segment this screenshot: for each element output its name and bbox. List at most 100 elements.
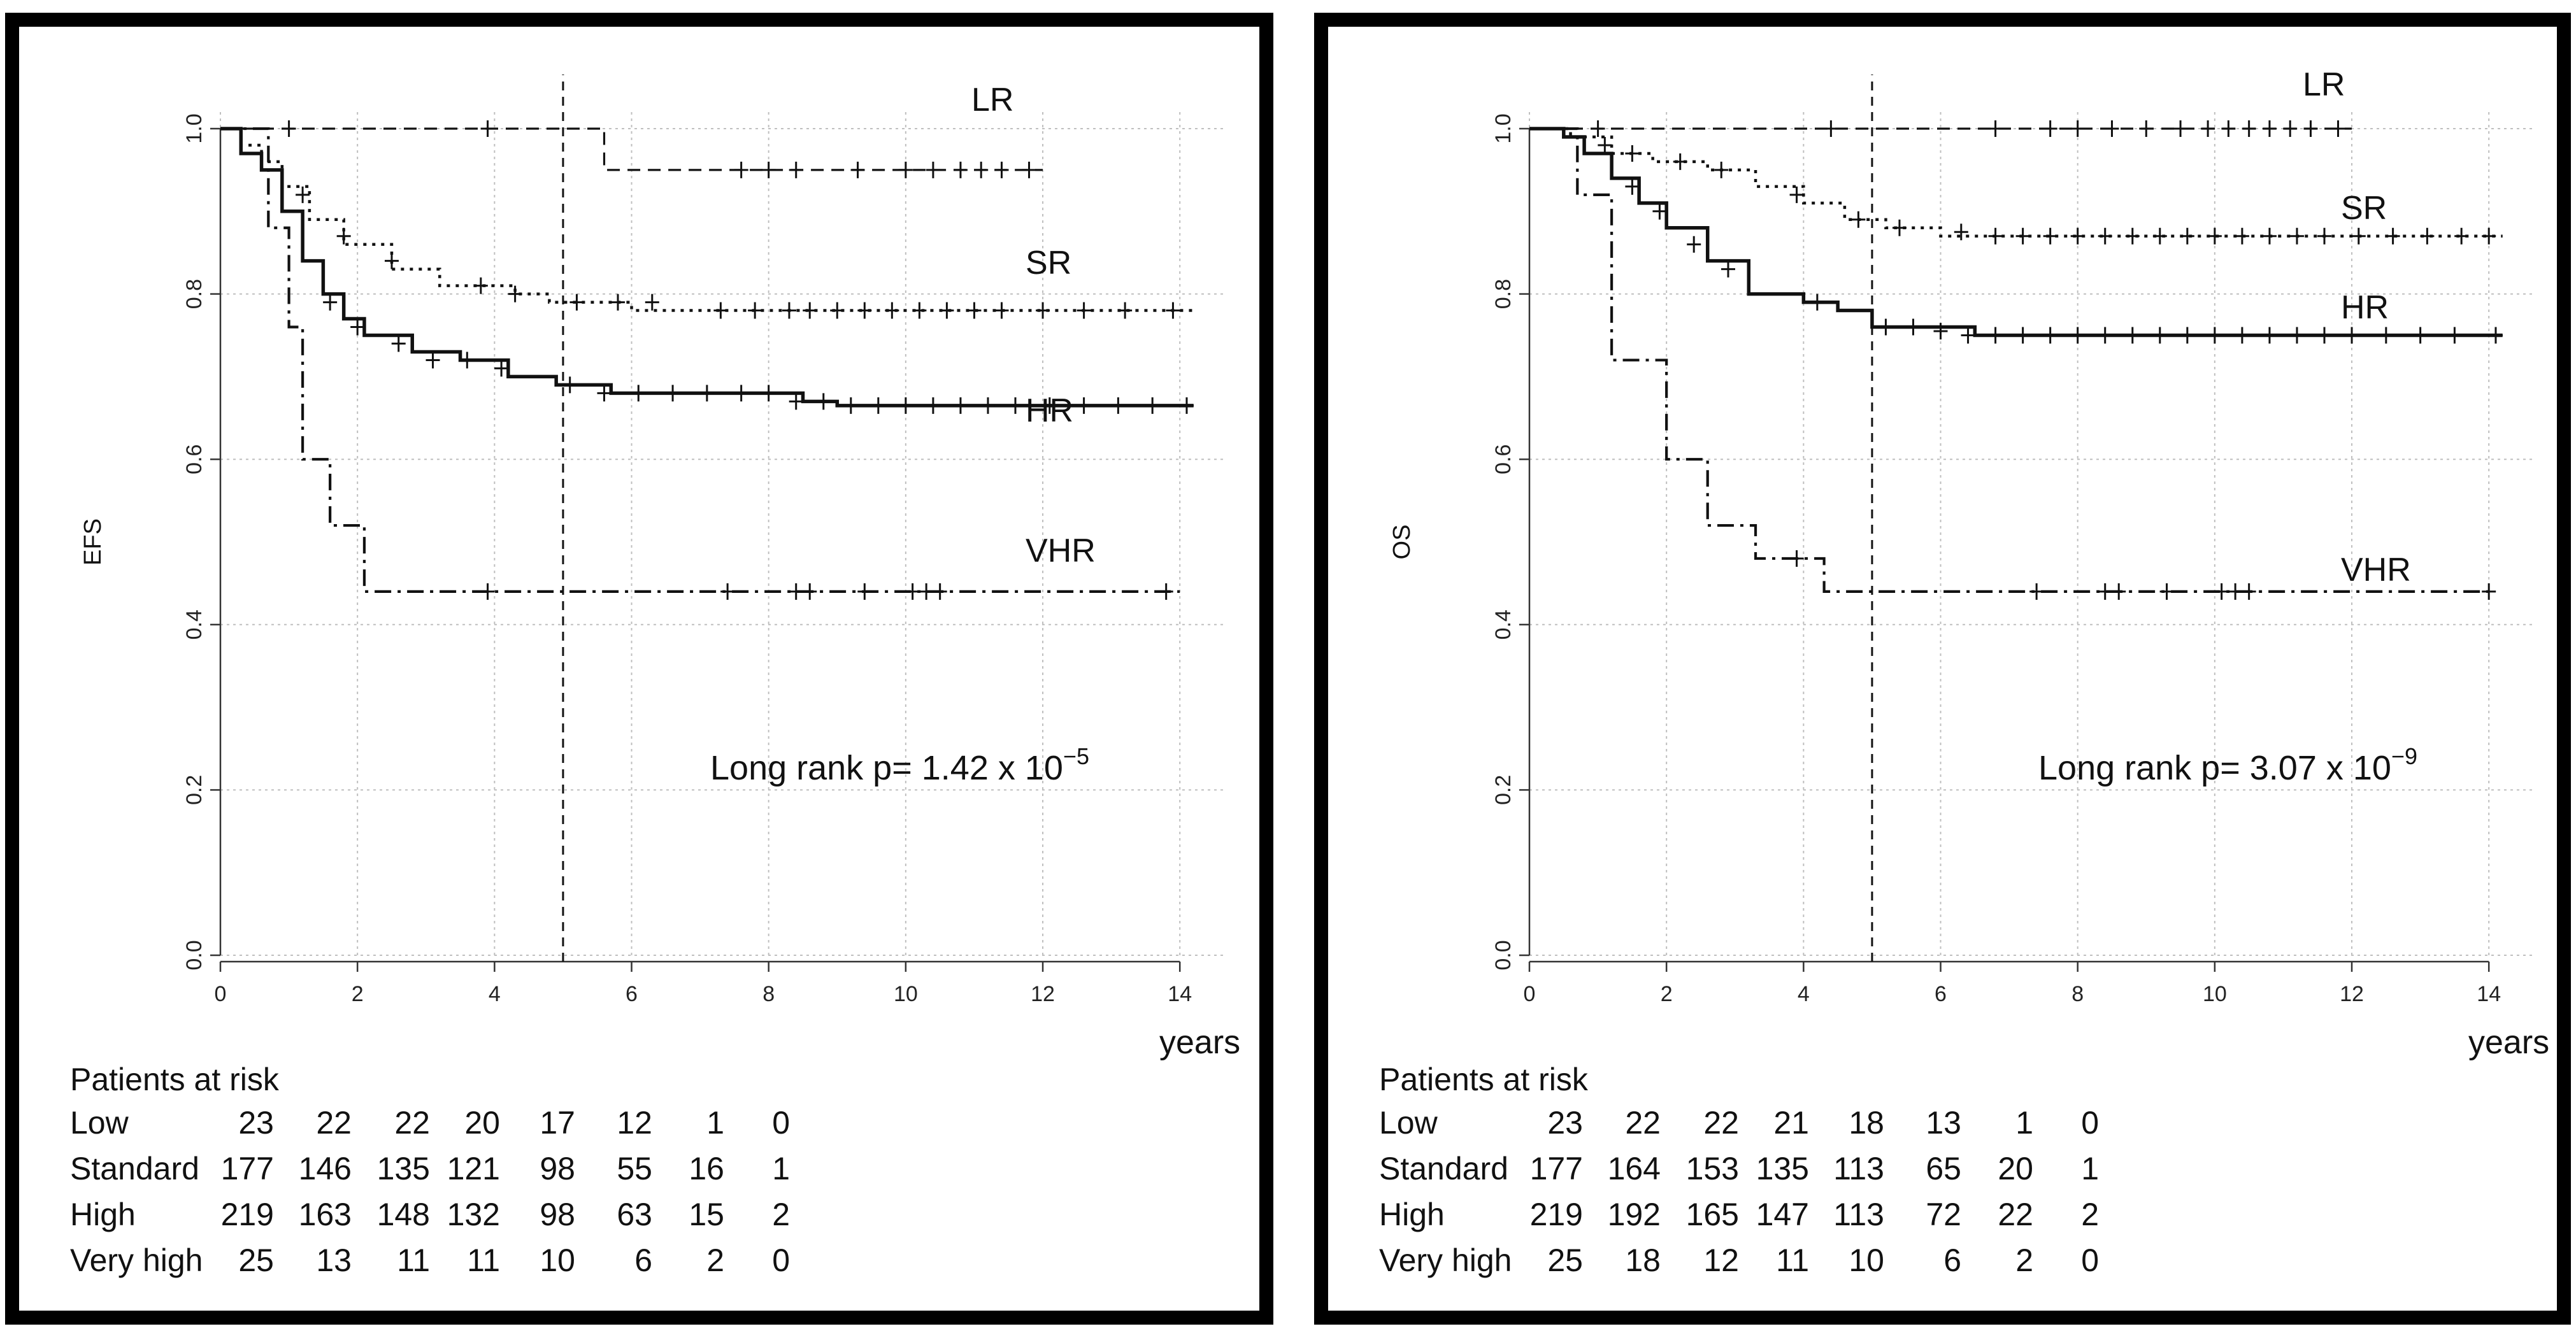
censor-mark-vhr [857,583,872,600]
survival-curve-vhr [1529,127,2489,593]
x-tick-label: 14 [1168,982,1192,1006]
risk-cell: 10 [1849,1242,1884,1278]
risk-cell: 20 [464,1105,500,1141]
censor-mark-hr [1077,397,1091,414]
censor-mark-hr [2125,327,2140,344]
censor-mark-lr [1824,120,1838,137]
censor-mark-sr [473,277,488,294]
series-label-vhr: VHR [1026,532,1096,569]
x-tick-label: 6 [1935,982,1947,1006]
censor-mark-hr [1179,397,1194,414]
risk-row-label: Very high [70,1242,203,1278]
risk-cell: 98 [540,1197,575,1232]
risk-cell: 177 [1530,1151,1583,1186]
censor-mark-hr [1111,397,1126,414]
censor-mark-vhr [933,583,947,600]
series-label-vhr: VHR [2341,552,2411,588]
risk-cell: 12 [617,1105,652,1141]
censor-mark-sr [645,294,659,311]
risk-cell: 0 [2081,1105,2099,1141]
censor-mark-hr [631,385,646,402]
risk-cell: 113 [1833,1151,1884,1186]
censor-mark-hr [734,385,748,402]
censor-mark-lr [2262,120,2277,137]
censor-mark-hr [816,393,831,410]
risk-cell: 11 [1776,1242,1809,1278]
censor-mark-hr [1988,327,2003,344]
risk-cell: 2 [772,1197,790,1232]
censor-mark-hr [1961,327,1975,344]
risk-table-title: Patients at risk [1379,1062,1589,1097]
risk-cell: 11 [397,1242,430,1278]
censor-mark-hr [2152,327,2167,344]
censor-mark-sr [2262,227,2277,245]
series-label-hr: HR [1026,392,1073,429]
censor-mark-sr [940,302,954,319]
censor-mark-vhr [2029,583,2044,600]
censor-mark-hr [1008,397,1022,414]
risk-cell: 219 [221,1197,274,1232]
censor-mark-sr [2070,227,2085,245]
censor-mark-hr [2015,327,2030,344]
y-tick-label: 0.4 [182,609,206,639]
censor-mark-lr [2173,120,2188,137]
risk-cell: 164 [1608,1151,1661,1186]
censor-mark-sr [1892,219,1907,236]
censor-mark-lr [2105,120,2119,137]
censor-mark-sr [1036,302,1050,319]
y-tick-label: 0.2 [182,775,206,805]
censor-mark-hr [789,393,803,410]
censor-mark-sr [2420,227,2435,245]
y-tick-label: 0.6 [182,445,206,474]
censor-mark-hr [2070,327,2085,344]
censor-mark-vhr [720,583,735,600]
efs-chart-panel: 0.0 0.2 0.4 0.6 0.8 1.0 0 2 4 6 8 10 12 14 EFS LR SR HR VH… [5,13,1273,1325]
y-tick-label: 0.0 [182,940,206,970]
censor-mark-hr [699,385,714,402]
censor-mark-sr [2317,227,2331,245]
censor-mark-sr [2043,227,2057,245]
risk-cell: 22 [316,1105,352,1141]
risk-cell: 13 [316,1242,352,1278]
risk-cell: 0 [772,1105,790,1141]
censor-mark-hr [2207,327,2222,344]
censor-mark-sr [569,294,584,311]
survival-curve-sr [220,127,1194,312]
censor-mark-vhr [1789,550,1804,567]
risk-cell: 135 [377,1151,430,1186]
risk-cell: 17 [540,1105,575,1141]
censor-mark-hr [2043,327,2057,344]
censor-mark-vhr [2482,583,2496,600]
censor-mark-vhr [2112,583,2126,600]
censor-mark-vhr [789,583,803,600]
y-tick-label: 0.2 [1491,775,1515,805]
censor-mark-sr [336,227,351,245]
risk-cell: 163 [299,1197,352,1232]
censor-mark-lr [1988,120,2003,137]
x-tick-label: 2 [1661,982,1673,1006]
risk-cell: 1 [2081,1151,2099,1186]
censor-mark-hr [1906,318,1921,336]
censor-mark-lr [2070,120,2085,137]
series-label-hr: HR [2341,289,2389,326]
y-tick-label: 1.0 [182,113,206,143]
censor-mark-sr [2351,227,2366,245]
x-tick-label: 14 [2477,982,2501,1006]
censor-mark-hr [1933,323,1948,340]
y-tick-label: 0.0 [1491,940,1515,970]
censor-mark-lr [850,161,865,178]
censor-mark-sr [1166,302,1180,319]
efs-chart: 0.00.20.40.60.81.00 2 4 6 8 10 12 14EFSLRSRHRVH… [70,75,1240,1278]
censor-mark-sr [967,302,982,319]
risk-row-label: Low [1379,1105,1438,1141]
censor-mark-hr [2345,327,2359,344]
log-rank-pvalue: Long rank p= 1.42 x 10−5 [710,743,1089,787]
censor-mark-sr [2098,227,2112,245]
censor-mark-vhr [2098,583,2112,600]
y-tick-label: 0.8 [1491,279,1515,309]
risk-cell: 2 [2081,1197,2099,1232]
survival-curve-hr [1529,127,2503,338]
risk-cell: 6 [634,1242,652,1278]
censor-mark-hr [460,352,475,369]
risk-cell: 12 [1703,1242,1739,1278]
